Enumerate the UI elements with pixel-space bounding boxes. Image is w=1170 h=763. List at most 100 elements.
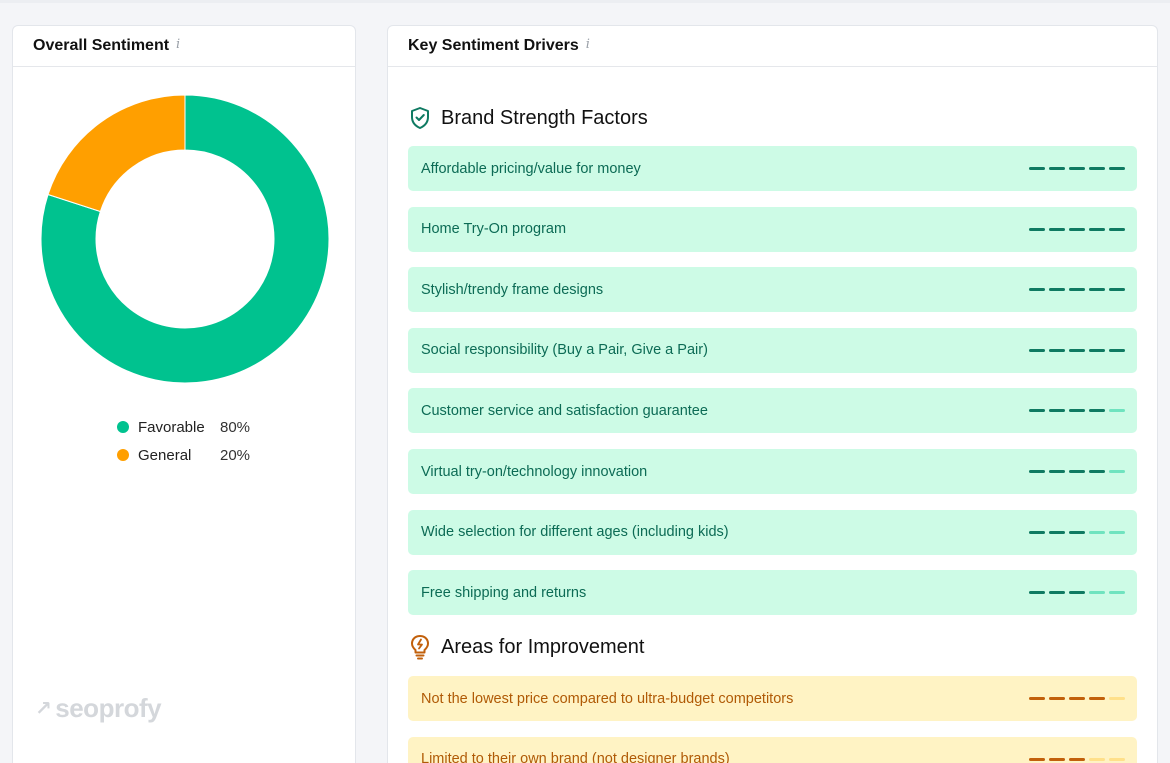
score-dash (1029, 409, 1045, 413)
score-dash (1089, 409, 1105, 413)
legend-item-general[interactable]: General 20% (117, 441, 250, 469)
score-dash (1029, 288, 1045, 292)
brand-strength-heading: Brand Strength Factors (409, 106, 648, 130)
score-dash (1089, 470, 1105, 473)
factor-row[interactable]: Limited to their own brand (not designer… (408, 736, 1137, 763)
legend-percent: 80% (220, 418, 251, 436)
score-dash (1109, 348, 1125, 352)
sentiment-donut-chart (40, 94, 330, 384)
factor-score-indicator (1025, 409, 1125, 413)
factor-row[interactable]: Stylish/trendy frame designs (408, 267, 1137, 313)
factor-score-indicator (1025, 470, 1125, 473)
score-dash (1089, 227, 1105, 231)
score-dash (1089, 591, 1105, 595)
score-dash (1069, 227, 1085, 231)
info-icon[interactable]: i (176, 37, 181, 52)
key-sentiment-drivers-card: Key Sentiment Drivers i Brand Strength Fa… (387, 25, 1158, 763)
score-dash (1049, 167, 1065, 170)
score-dash (1109, 591, 1125, 595)
factor-row[interactable]: Wide selection for different ages (inclu… (408, 509, 1137, 555)
score-dash (1049, 348, 1065, 352)
legend-dot (117, 449, 129, 461)
score-dash (1029, 757, 1045, 761)
seoprofy-watermark-logo: ↗ seoprofy (35, 693, 162, 724)
score-dash (1069, 697, 1085, 700)
factor-label: Social responsibility (Buy a Pair, Give … (421, 342, 708, 359)
score-dash (1029, 167, 1045, 170)
score-dash (1029, 227, 1045, 231)
arrow-up-right-icon: ↗ (35, 698, 52, 720)
legend-item-favorable[interactable]: Favorable 80% (117, 413, 250, 441)
legend-dot (117, 421, 129, 433)
factor-row[interactable]: Not the lowest price compared to ultra-b… (408, 676, 1137, 721)
donut-slice-favorable[interactable] (40, 94, 330, 384)
factor-score-indicator (1025, 697, 1125, 700)
score-dash (1109, 697, 1125, 700)
shield-check-icon (411, 107, 429, 129)
score-dash (1089, 757, 1105, 761)
section-title: Areas for Improvement (441, 635, 645, 658)
card-header: Key Sentiment Drivers i (388, 26, 1157, 67)
score-dash (1109, 757, 1125, 761)
card-title: Key Sentiment Drivers (408, 37, 579, 54)
factor-score-indicator (1025, 288, 1125, 292)
factor-row[interactable]: Social responsibility (Buy a Pair, Give … (408, 327, 1137, 373)
score-dash (1089, 348, 1105, 352)
score-dash (1069, 530, 1085, 534)
score-dash (1109, 167, 1125, 170)
factor-score-indicator (1025, 227, 1125, 231)
factor-label: Not the lowest price compared to ultra-b… (421, 690, 794, 707)
score-dash (1069, 288, 1085, 292)
factor-score-indicator (1025, 348, 1125, 352)
score-dash (1049, 530, 1065, 534)
factor-label: Limited to their own brand (not designer… (421, 751, 730, 763)
card-header: Overall Sentiment i (13, 26, 355, 67)
card-title: Overall Sentiment (33, 37, 170, 54)
factor-row[interactable]: Virtual try-on/technology innovation (408, 449, 1137, 494)
chart-legend: Favorable 80% General 20% (117, 413, 250, 469)
factor-label: Customer service and satisfaction guaran… (421, 402, 708, 419)
legend-label: General (138, 446, 192, 464)
score-dash (1049, 288, 1065, 292)
section-title: Brand Strength Factors (441, 106, 648, 129)
score-dash (1109, 409, 1125, 413)
score-dash (1069, 591, 1085, 595)
score-dash (1109, 530, 1125, 534)
factor-score-indicator (1025, 167, 1125, 170)
watermark-text: seoprofy (55, 693, 162, 723)
score-dash (1089, 530, 1105, 534)
factor-label: Affordable pricing/value for money (421, 160, 641, 177)
factor-label: Free shipping and returns (421, 584, 587, 601)
factor-label: Stylish/trendy frame designs (421, 281, 604, 298)
factor-row[interactable]: Home Try-On program (408, 206, 1137, 252)
score-dash (1049, 227, 1065, 231)
factor-label: Home Try-On program (421, 221, 567, 238)
score-dash (1049, 697, 1065, 700)
score-dash (1089, 167, 1105, 170)
donut-slice-general[interactable] (47, 94, 186, 213)
score-dash (1109, 288, 1125, 292)
score-dash (1029, 530, 1045, 534)
score-dash (1069, 470, 1085, 473)
factor-score-indicator (1025, 530, 1125, 534)
overall-sentiment-card: Overall Sentiment i Favorable 80% General… (12, 25, 356, 763)
factor-label: Wide selection for different ages (inclu… (421, 524, 729, 541)
score-dash (1029, 697, 1045, 700)
top-divider (0, 0, 1170, 3)
factor-row[interactable]: Free shipping and returns (408, 570, 1137, 616)
score-dash (1069, 757, 1085, 761)
factor-score-indicator (1025, 591, 1125, 595)
score-dash (1049, 591, 1065, 595)
factor-row[interactable]: Affordable pricing/value for money (408, 146, 1137, 191)
score-dash (1069, 409, 1085, 413)
score-dash (1089, 697, 1105, 700)
info-icon[interactable]: i (585, 37, 590, 52)
score-dash (1109, 227, 1125, 231)
improvement-heading: Areas for Improvement (409, 634, 644, 660)
factor-row[interactable]: Customer service and satisfaction guaran… (408, 388, 1137, 434)
score-dash (1069, 348, 1085, 352)
factor-label: Virtual try-on/technology innovation (421, 463, 648, 480)
factor-score-indicator (1025, 757, 1125, 761)
score-dash (1069, 167, 1085, 170)
score-dash (1049, 409, 1065, 413)
